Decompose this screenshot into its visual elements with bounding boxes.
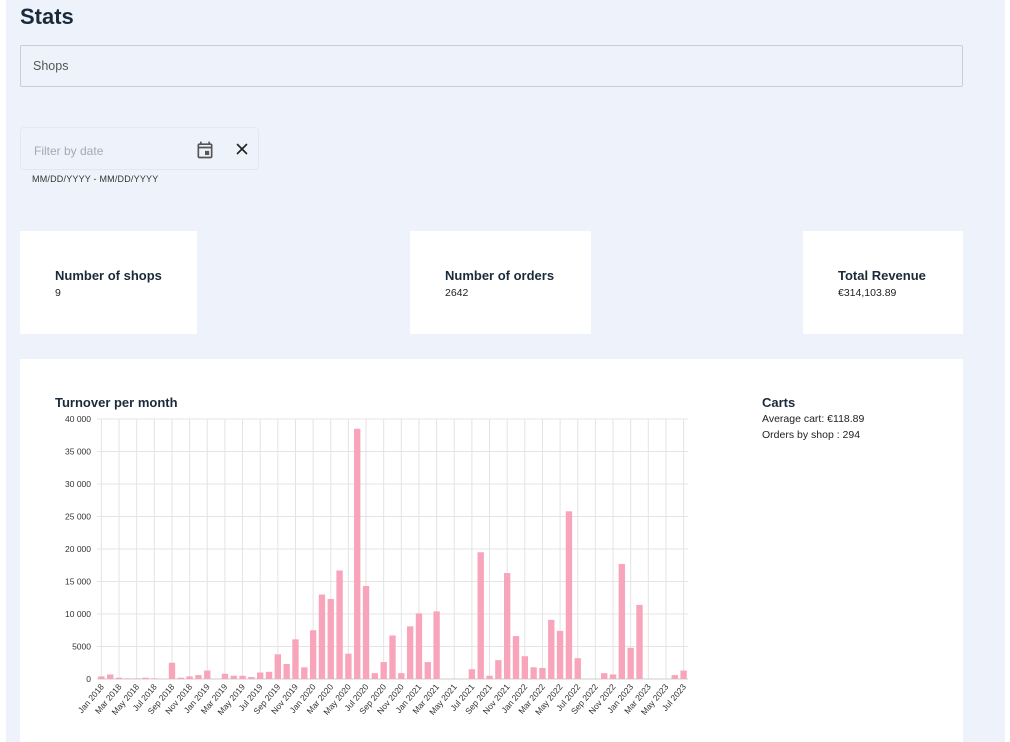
bar xyxy=(565,511,573,679)
bar xyxy=(204,670,211,679)
bar xyxy=(195,675,202,679)
y-tick-label: 5000 xyxy=(72,642,91,652)
bar xyxy=(371,673,379,679)
y-tick-label: 20 000 xyxy=(65,544,91,554)
turnover-bar-chart: 0 5000 10 000 15 000 20 000 25 000 30 000 35 00… xyxy=(65,414,688,717)
bar xyxy=(107,674,114,679)
average-cart: Average cart: €118.89 xyxy=(762,413,865,425)
bar xyxy=(424,662,431,679)
bar xyxy=(477,552,484,679)
bar xyxy=(671,675,678,679)
bar xyxy=(406,626,414,679)
stat-card-orders: Number of orders 2642 xyxy=(410,231,591,334)
stat-label: Number of orders xyxy=(445,268,555,283)
bar xyxy=(327,599,334,679)
bar xyxy=(221,673,229,679)
bar xyxy=(512,636,520,679)
bar xyxy=(503,573,511,679)
calendar-icon[interactable] xyxy=(195,140,215,160)
stat-value: €314,103.89 xyxy=(838,287,897,299)
bar xyxy=(177,677,184,679)
bar xyxy=(309,630,317,679)
bar xyxy=(486,675,493,679)
bar xyxy=(574,658,581,679)
bar xyxy=(539,667,546,679)
bar xyxy=(556,630,564,679)
bar xyxy=(142,677,149,679)
close-icon[interactable] xyxy=(233,140,251,158)
bar xyxy=(530,667,537,679)
chart-title: Turnover per month xyxy=(55,395,178,410)
bar xyxy=(495,660,502,679)
bar xyxy=(133,678,140,679)
y-tick-label: 30 000 xyxy=(65,479,91,489)
bar xyxy=(636,604,643,679)
bar xyxy=(398,673,405,679)
bar xyxy=(601,673,608,679)
y-tick-label: 0 xyxy=(86,674,91,684)
bar xyxy=(680,670,687,679)
stat-value: 2642 xyxy=(445,287,469,299)
y-tick-label: 10 000 xyxy=(65,609,91,619)
stat-value: 9 xyxy=(55,287,61,299)
bar xyxy=(548,619,555,679)
stat-label: Total Revenue xyxy=(838,268,926,283)
bar xyxy=(336,570,343,679)
bar xyxy=(301,667,308,679)
bar xyxy=(433,611,440,679)
bar xyxy=(618,563,626,679)
bar xyxy=(265,671,273,679)
bar xyxy=(239,675,246,679)
bar xyxy=(151,678,158,679)
bar xyxy=(186,676,193,679)
bar xyxy=(354,428,361,679)
bar xyxy=(257,672,264,679)
bar xyxy=(609,674,617,679)
stats-page: Stats MM/DD/YYYY - MM/DD/YYYY Number of … xyxy=(6,0,1005,742)
bar xyxy=(124,678,132,679)
stat-label: Number of shops xyxy=(55,268,162,283)
y-tick-label: 25 000 xyxy=(65,512,91,522)
bar xyxy=(230,675,237,679)
bar xyxy=(248,677,255,679)
bar xyxy=(98,676,105,679)
bar xyxy=(283,664,290,679)
bar xyxy=(468,669,476,679)
chart-panel: Turnover per month 0 5000 10 000 15 000 20 0… xyxy=(20,359,963,742)
bar xyxy=(274,654,282,679)
date-range-filter xyxy=(20,127,259,170)
stat-card-revenue: Total Revenue €314,103.89 xyxy=(803,231,963,334)
bar xyxy=(521,656,528,679)
date-format-hint: MM/DD/YYYY - MM/DD/YYYY xyxy=(32,174,159,184)
y-tick-label: 15 000 xyxy=(65,577,91,587)
orders-by-shop: Orders by shop : 294 xyxy=(762,429,861,441)
bar xyxy=(292,639,299,679)
bar xyxy=(362,586,370,679)
bar xyxy=(168,662,176,679)
date-filter-input[interactable] xyxy=(34,144,184,158)
bar xyxy=(389,635,396,679)
bar xyxy=(318,594,326,679)
page-title: Stats xyxy=(20,4,74,29)
y-tick-label: 35 000 xyxy=(65,447,91,457)
bar xyxy=(115,677,123,679)
bar xyxy=(345,653,352,679)
bar xyxy=(627,647,634,679)
bar xyxy=(415,613,423,679)
bar xyxy=(380,662,387,679)
stat-card-shops: Number of shops 9 xyxy=(20,231,197,334)
carts-title: Carts xyxy=(762,395,796,410)
y-tick-label: 40 000 xyxy=(65,414,91,424)
shops-select-input[interactable] xyxy=(20,45,963,87)
